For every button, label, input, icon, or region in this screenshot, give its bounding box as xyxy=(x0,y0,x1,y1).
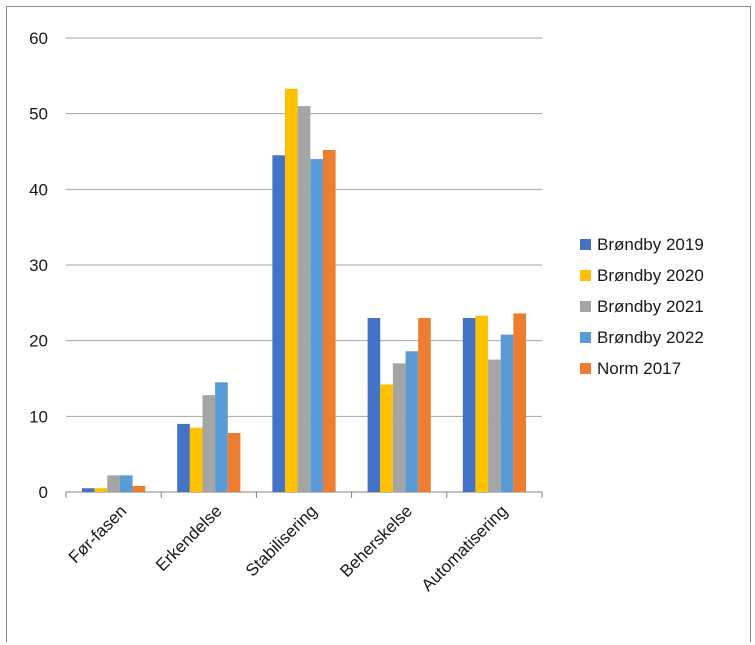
bar-1-1 xyxy=(189,427,203,492)
y-tick-label-20: 20 xyxy=(29,332,48,351)
legend-label-4: Norm 2017 xyxy=(597,359,681,378)
legend-label-1: Brøndby 2020 xyxy=(597,266,704,285)
bar-0-0 xyxy=(82,488,95,492)
bar-1-3 xyxy=(215,382,228,492)
y-tick-label-10: 10 xyxy=(29,407,48,426)
x-tick-label-0: Før-fasen xyxy=(65,501,131,567)
bar-1-2 xyxy=(202,395,216,492)
bar-3-4 xyxy=(418,317,431,492)
y-tick-label-60: 60 xyxy=(29,29,48,48)
bar-2-3 xyxy=(310,159,323,493)
legend-swatch-4 xyxy=(580,363,591,374)
bar-0-1 xyxy=(94,488,108,492)
legend-swatch-0 xyxy=(580,239,591,250)
bar-4-4 xyxy=(513,313,526,492)
x-tick-label-1: Erkendelse xyxy=(152,501,226,575)
y-tick-label-50: 50 xyxy=(29,105,48,124)
x-tick-label-2: Stabilisering xyxy=(242,501,321,580)
bar-3-3 xyxy=(405,351,419,492)
y-tick-label-0: 0 xyxy=(39,483,48,502)
bar-0-3 xyxy=(119,475,133,492)
y-tick-label-40: 40 xyxy=(29,180,48,199)
bar-1-4 xyxy=(227,432,241,492)
x-tick-label-4: Automatisering xyxy=(418,501,512,595)
legend-label-2: Brøndby 2021 xyxy=(597,297,704,316)
bar-2-4 xyxy=(322,149,336,492)
legend-swatch-3 xyxy=(580,332,591,343)
legend-swatch-2 xyxy=(580,301,591,312)
bar-2-2 xyxy=(297,106,311,492)
y-tick-label-30: 30 xyxy=(29,256,48,275)
bar-2-1 xyxy=(285,88,298,493)
bar-0-4 xyxy=(132,485,146,492)
chart-frame xyxy=(6,6,751,642)
bar-2-0 xyxy=(272,155,286,493)
bar-3-2 xyxy=(392,363,406,492)
bar-1-0 xyxy=(177,423,190,492)
bar-3-0 xyxy=(367,317,381,492)
legend-label-3: Brøndby 2022 xyxy=(597,328,704,347)
bar-4-1 xyxy=(475,315,489,492)
legend-label-0: Brøndby 2019 xyxy=(597,235,704,254)
bar-4-0 xyxy=(462,317,476,492)
x-tick-label-3: Beherskelse xyxy=(336,501,416,581)
legend-swatch-1 xyxy=(580,270,591,281)
bar-3-1 xyxy=(380,384,393,492)
bar-4-3 xyxy=(500,334,514,492)
bar-0-2 xyxy=(107,475,120,492)
bar-4-2 xyxy=(488,359,501,492)
